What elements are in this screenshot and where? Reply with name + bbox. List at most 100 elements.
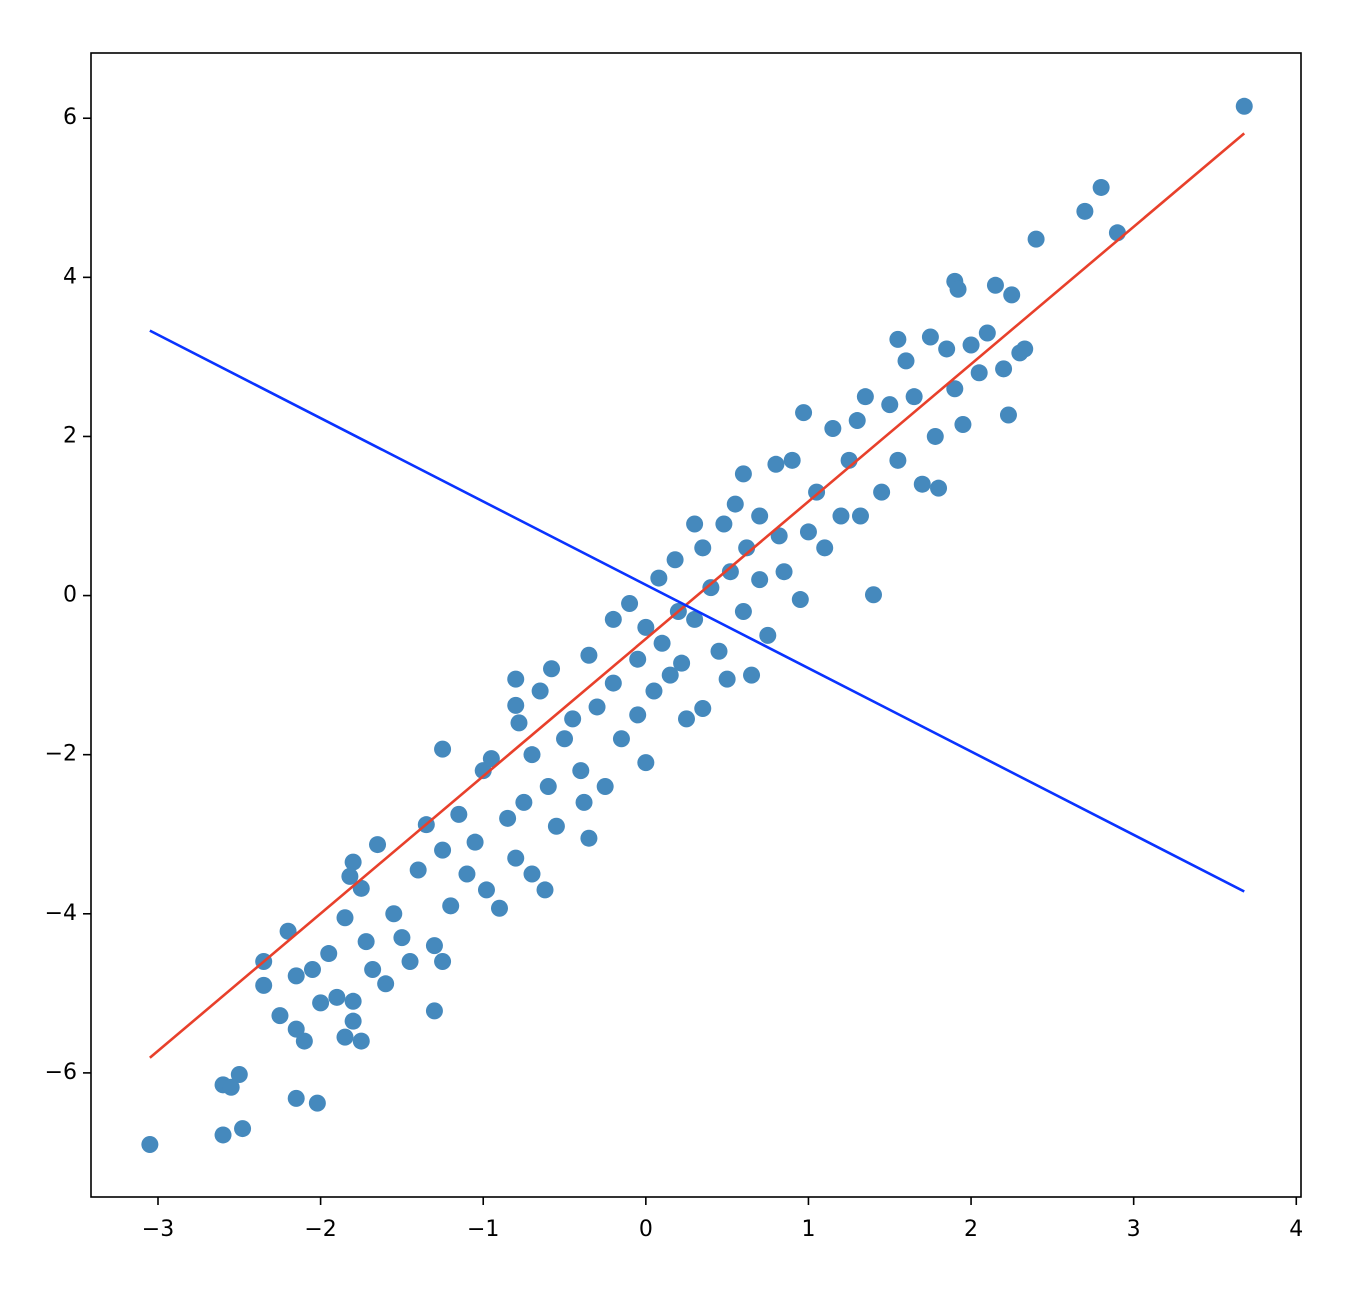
plot-frame [90,52,1302,1198]
point [743,666,761,684]
point [536,881,554,899]
point [588,698,606,716]
point [702,579,720,597]
point [938,340,956,358]
point [751,507,769,525]
x-tick-label: 1 [801,1217,815,1242]
point [715,515,733,533]
point [791,591,809,609]
point [949,280,967,298]
point [490,899,508,917]
point [352,879,370,897]
point [864,586,882,604]
point [954,416,972,434]
point [556,730,574,748]
point [653,634,671,652]
point [303,960,321,978]
point [873,483,891,501]
y-tick-label: −2 [45,742,77,767]
point [320,945,338,963]
point [287,1089,305,1107]
point [783,451,801,469]
x-tick-label: 2 [964,1217,978,1242]
point [434,841,452,859]
point [458,865,476,883]
point [612,730,630,748]
point [897,352,915,370]
point [474,762,492,780]
point [856,388,874,406]
x-tick-label: −3 [142,1217,174,1242]
point [234,1120,252,1138]
point [694,539,712,557]
point [364,960,382,978]
point [889,451,907,469]
point [881,396,899,414]
point [1235,97,1253,115]
point [287,967,305,985]
point [543,660,561,678]
point [637,754,655,772]
point [328,988,346,1006]
point [564,710,582,728]
point [377,975,395,993]
point [604,610,622,628]
point [580,829,598,847]
point [734,465,752,483]
point [962,336,980,354]
point [759,626,777,644]
point [629,706,647,724]
y-tick-label: 6 [63,105,77,130]
point [312,994,330,1012]
point [629,650,647,668]
point [848,412,866,430]
point [341,867,359,885]
y-tick-label: −6 [45,1060,77,1085]
point [926,427,944,445]
point [287,1020,305,1038]
point [466,833,484,851]
y-tick-label: 2 [63,423,77,448]
point [222,1078,240,1096]
point [336,1028,354,1046]
point [795,404,813,422]
point [308,1094,326,1112]
point [799,523,817,541]
point [580,646,598,664]
point [344,1012,362,1030]
point [1016,340,1034,358]
point [450,805,468,823]
point [510,714,528,732]
point [851,507,869,525]
point [1003,286,1021,304]
point [336,909,354,927]
point [637,618,655,636]
y-tick-label: 4 [63,264,77,289]
x-tick-label: 4 [1289,1217,1303,1242]
point [650,569,668,587]
point [738,539,756,557]
point [523,865,541,883]
point [409,861,427,879]
point [666,551,684,569]
point [930,479,948,497]
point [770,527,788,545]
point [523,746,541,764]
point [686,610,704,628]
point [385,905,403,923]
point [434,953,452,971]
point [271,1007,289,1025]
point [686,515,704,533]
point [673,654,691,672]
point [1092,178,1110,196]
x-tick-label: −1 [467,1217,499,1242]
point [295,1032,313,1050]
point [946,380,964,398]
point [604,674,622,692]
point [889,330,907,348]
point [1027,230,1045,248]
point [279,922,297,940]
point [507,849,525,867]
point [575,793,593,811]
